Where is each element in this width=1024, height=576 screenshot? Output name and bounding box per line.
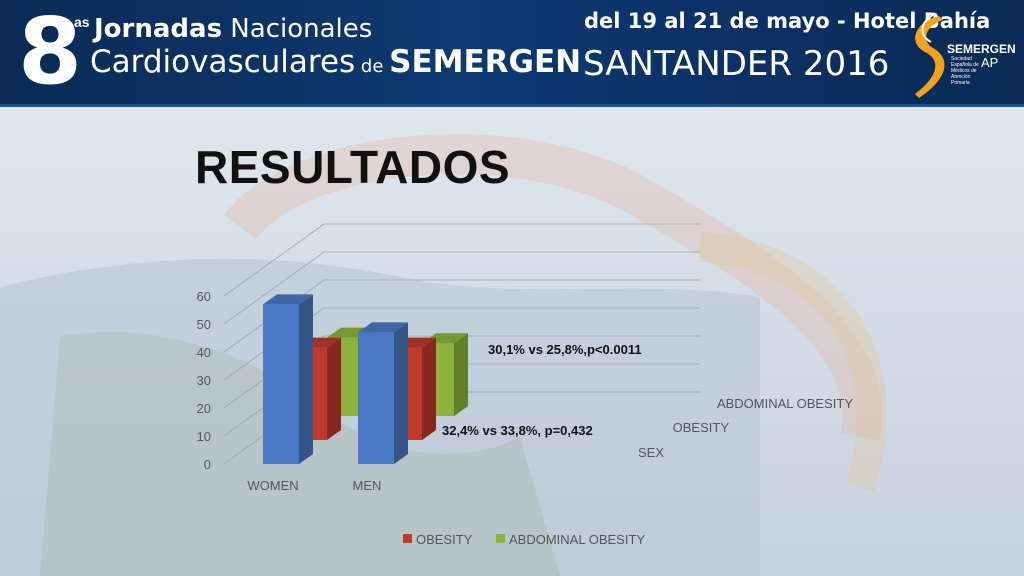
y-tick-label: 20 xyxy=(197,401,211,416)
y-tick-label: 40 xyxy=(197,345,211,360)
logo-name: SEMERGEN xyxy=(947,42,1016,56)
bar-top xyxy=(263,294,313,305)
event-city-year: SANTANDER 2016 xyxy=(583,44,890,84)
legend-swatch xyxy=(403,534,412,543)
legend-label: ABDOMINAL OBESITY xyxy=(509,532,645,547)
annotation: 30,1% vs 25,8%,p<0.0011 xyxy=(488,342,642,357)
bar-side xyxy=(394,322,408,464)
logo-subtitle: Sociedad Española de Médicos de Atención… xyxy=(951,56,979,86)
slide-title: RESULTADOS xyxy=(195,141,511,193)
depth-axis-label: OBESITY xyxy=(673,420,730,435)
y-tick-label: 50 xyxy=(197,317,211,332)
title-nacionales: Nacionales xyxy=(222,14,373,44)
logo-ap: AP xyxy=(981,55,999,70)
title-de: de xyxy=(355,56,390,77)
x-category-label: WOMEN xyxy=(247,478,298,493)
bar-sex xyxy=(358,332,394,464)
depth-axis-label: ABDOMINAL OBESITY xyxy=(717,396,853,411)
semergen-s-icon xyxy=(915,13,945,98)
edition-suffix: as xyxy=(74,14,90,30)
legend-label: OBESITY xyxy=(416,532,473,547)
title-jornadas: Jornadas xyxy=(94,14,223,44)
gridline-depth xyxy=(223,223,325,297)
title-semergen: SEMERGEN xyxy=(389,44,582,80)
header-banner: 8 as Jornadas Nacionales Cardiovasculare… xyxy=(0,0,1024,107)
bar-sex xyxy=(263,304,299,464)
y-tick-label: 30 xyxy=(197,373,211,388)
bar-side xyxy=(454,333,468,416)
depth-axis-label: SEX xyxy=(638,445,664,460)
title-cardiovasculares: Cardiovasculares xyxy=(90,44,356,80)
bar-side xyxy=(327,337,341,440)
semergen-logo: SEMERGEN AP Sociedad Española de Médicos… xyxy=(905,12,1017,100)
x-category-label: MEN xyxy=(353,478,382,493)
y-tick-label: 0 xyxy=(204,457,211,472)
gridline-depth xyxy=(223,251,325,325)
bar-side xyxy=(422,337,436,440)
bar-top xyxy=(358,322,408,333)
event-title-line2: Cardiovasculares de SEMERGEN xyxy=(90,44,581,80)
edition-number: 8 xyxy=(18,0,83,105)
annotation: 32,4% vs 33,8%, p=0,432 xyxy=(442,423,593,438)
event-title-line1: Jornadas Nacionales xyxy=(94,14,372,44)
legend-swatch xyxy=(496,534,505,543)
y-tick-label: 60 xyxy=(197,289,211,304)
y-tick-label: 10 xyxy=(197,429,211,444)
bar-side xyxy=(299,294,313,464)
